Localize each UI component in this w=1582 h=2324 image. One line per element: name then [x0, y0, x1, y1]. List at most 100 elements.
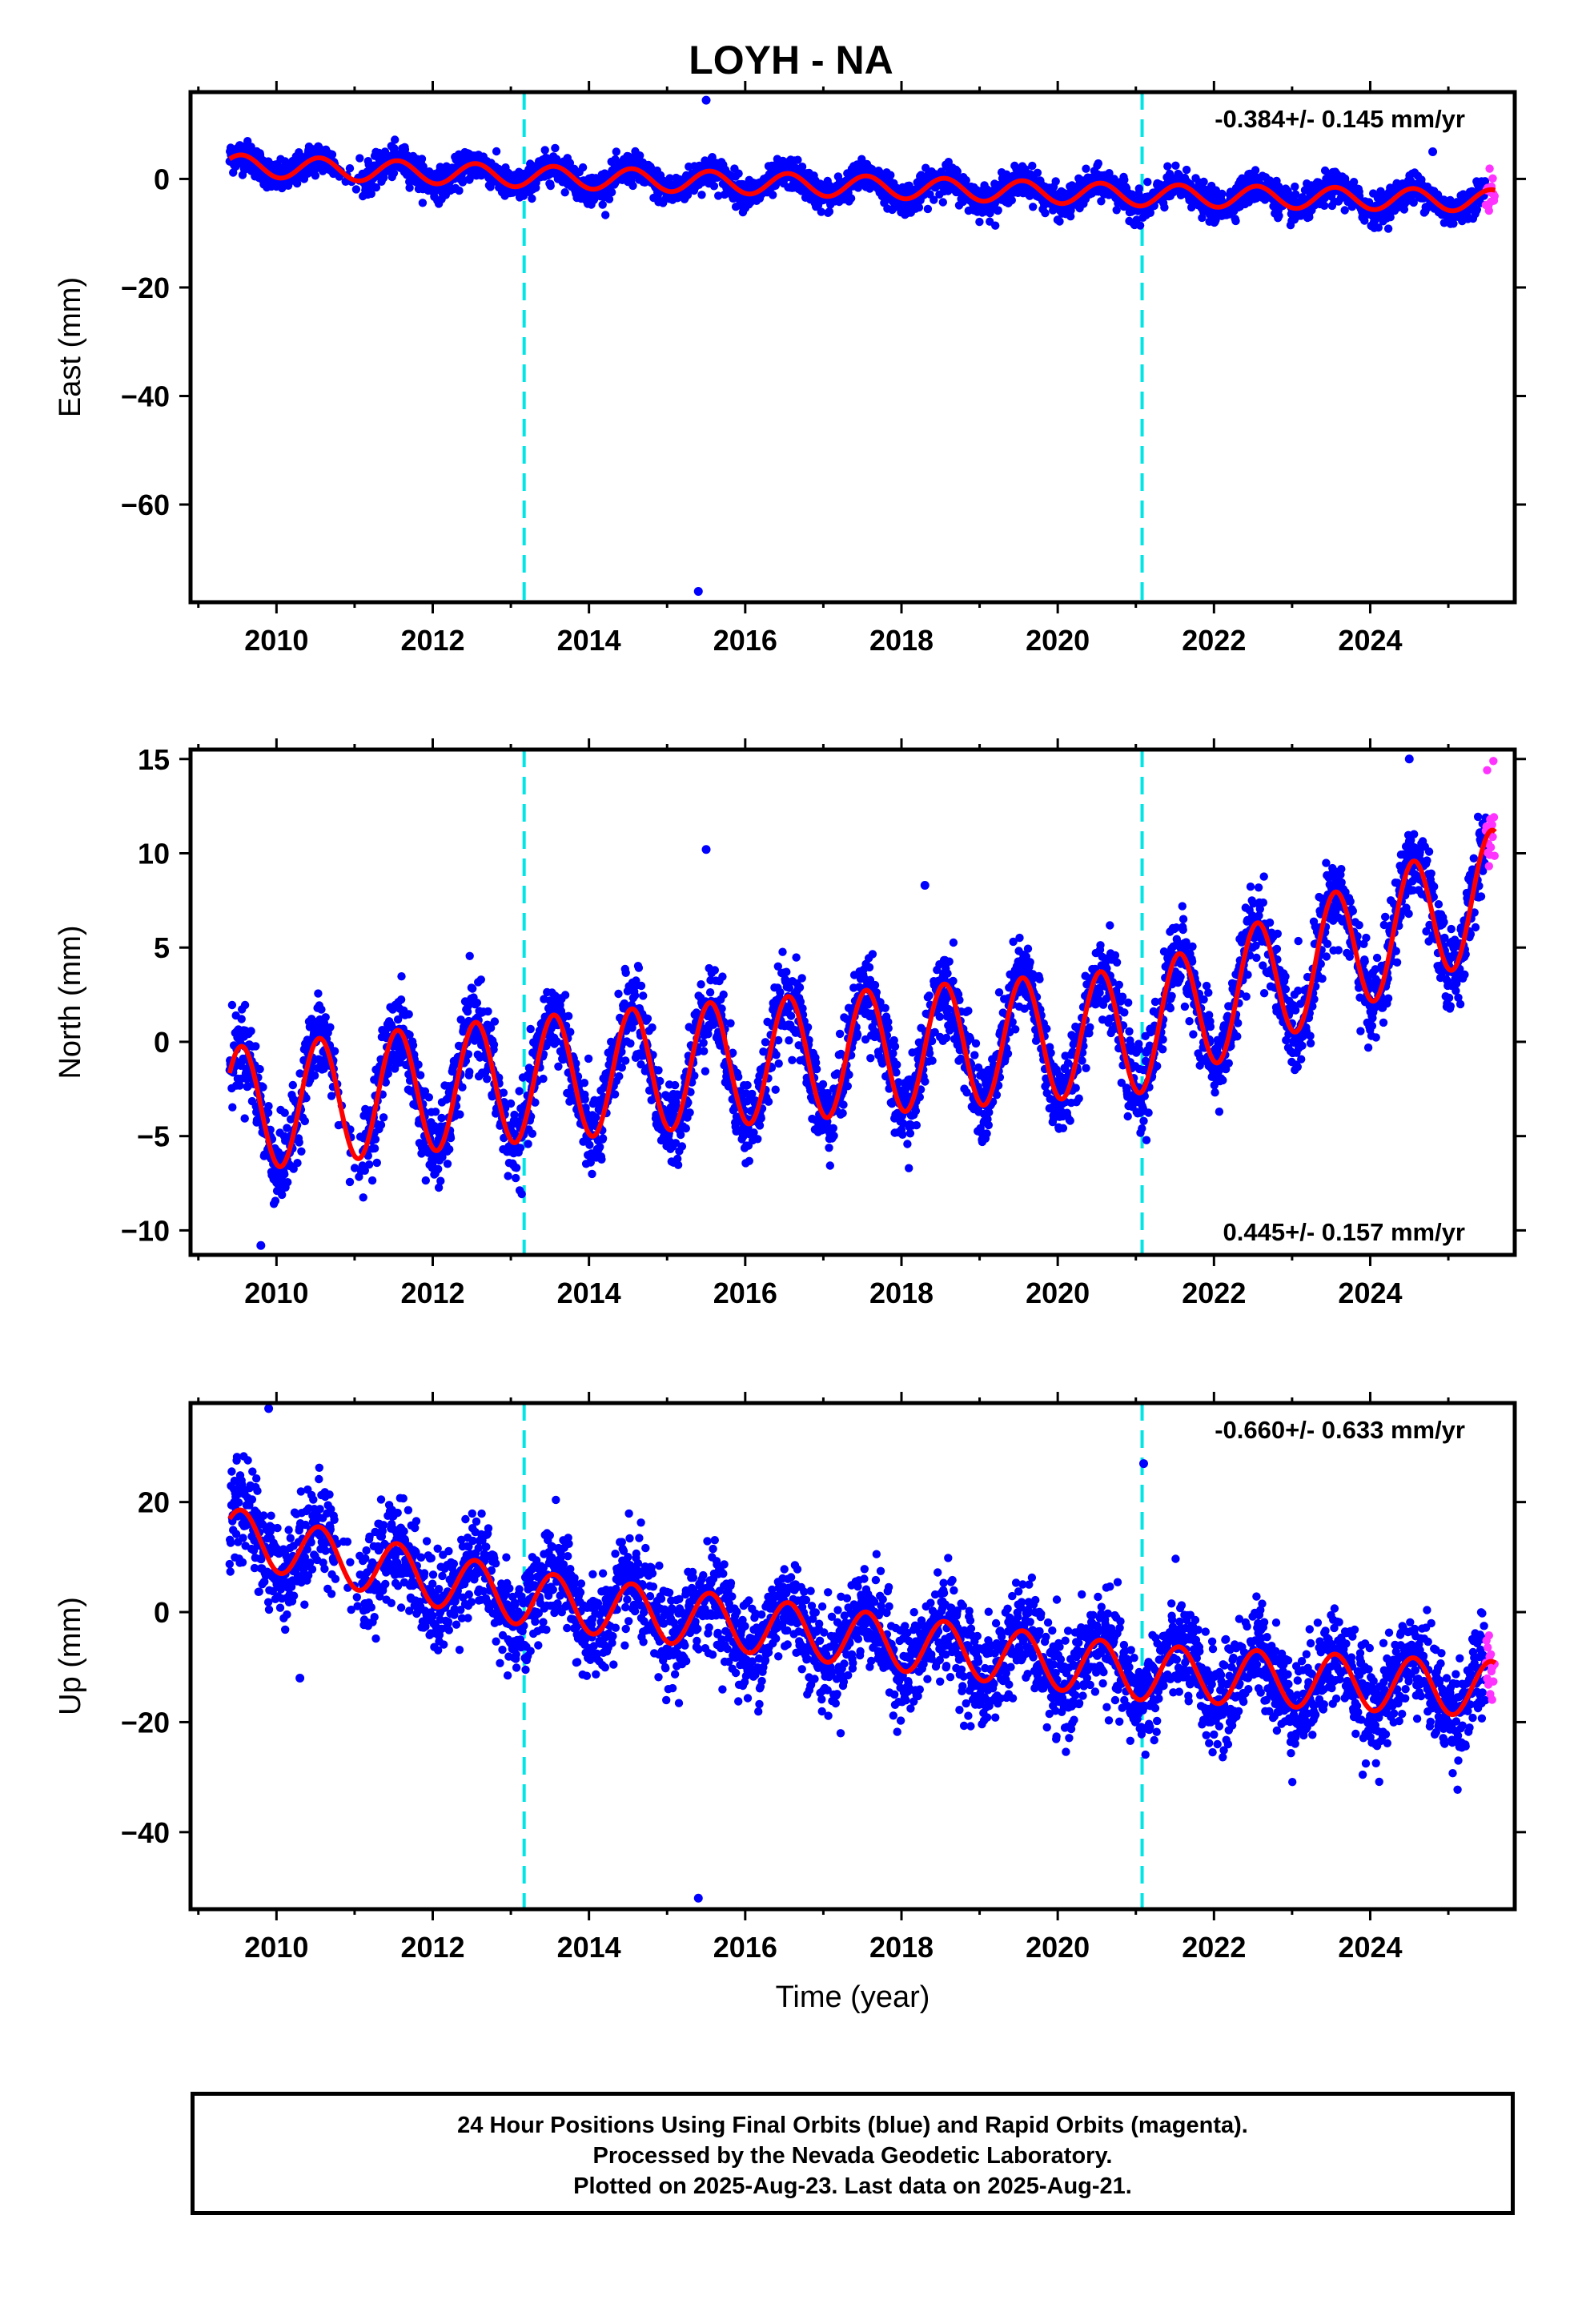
data-point [345, 164, 355, 173]
y-tick-label: 0 [154, 163, 170, 195]
data-point [327, 150, 337, 159]
data-point [930, 195, 938, 204]
data-point [673, 1160, 683, 1169]
data-point [648, 1023, 656, 1032]
data-point [1051, 177, 1060, 186]
data-point [359, 1193, 367, 1202]
data-point [414, 1060, 423, 1069]
data-point [1449, 219, 1458, 228]
plot-area-east [225, 92, 1500, 602]
data-point [683, 191, 693, 199]
data-point [578, 163, 588, 172]
data-point [367, 189, 375, 199]
data-point [621, 1056, 630, 1065]
data-point [297, 1147, 306, 1156]
outlier-point [693, 586, 703, 596]
data-point [456, 1110, 464, 1119]
data-point [455, 186, 464, 195]
data-point [539, 1074, 548, 1084]
data-point [1383, 224, 1393, 233]
data-point [677, 1130, 685, 1140]
data-point [436, 1176, 445, 1185]
data-point [465, 951, 474, 961]
data-point [614, 989, 623, 999]
data-point [560, 991, 570, 999]
data-point [709, 182, 719, 191]
data-point [705, 988, 715, 997]
data-point [598, 200, 607, 209]
data-point [300, 1116, 309, 1126]
data-point [458, 1083, 467, 1092]
data-point [345, 1177, 355, 1187]
data-point [280, 1108, 289, 1117]
data-point [636, 981, 646, 991]
data-point [512, 1164, 521, 1172]
x-tick-label: 2022 [1182, 624, 1246, 657]
data-point [699, 1039, 708, 1047]
data-point [484, 1007, 492, 1016]
data-point [396, 995, 406, 1004]
rate-annotation: -0.384+/- 0.145 mm/yr [1215, 105, 1465, 133]
data-point [506, 1099, 516, 1108]
data-point [612, 147, 620, 156]
data-point [416, 1071, 425, 1080]
data-point [598, 1134, 608, 1143]
data-point [793, 155, 802, 164]
data-point [379, 1113, 388, 1122]
data-point [701, 1067, 710, 1076]
x-tick-label: 2012 [400, 624, 464, 657]
data-point [560, 188, 569, 197]
data-point [295, 1138, 303, 1147]
data-point [1007, 195, 1017, 205]
data-point [551, 143, 560, 153]
data-point [1291, 182, 1299, 191]
data-point [953, 167, 962, 176]
data-point [483, 1075, 492, 1084]
rapid-data-point [1488, 174, 1497, 183]
data-point [1055, 217, 1064, 226]
data-point [639, 991, 648, 1000]
data-point [528, 1129, 537, 1138]
data-point [517, 1189, 526, 1199]
rapid-data-point [1490, 191, 1500, 201]
data-point [697, 980, 705, 989]
data-point [445, 1145, 454, 1154]
data-point [1028, 161, 1037, 171]
data-point [817, 207, 825, 216]
data-point [630, 991, 640, 1000]
data-point [962, 175, 970, 185]
data-point [923, 204, 933, 214]
data-point [604, 195, 614, 203]
data-point [938, 198, 948, 207]
data-point [1231, 216, 1240, 226]
data-point [240, 1114, 249, 1123]
data-point [424, 1093, 433, 1102]
data-point [431, 1108, 440, 1116]
data-point [1146, 208, 1155, 217]
data-point [391, 135, 400, 144]
data-point [443, 1160, 452, 1168]
data-point [580, 1095, 589, 1104]
data-point [1199, 177, 1208, 187]
data-point [504, 1172, 512, 1180]
data-point [718, 972, 727, 981]
data-point [797, 163, 807, 171]
data-point [351, 185, 361, 194]
data-point [317, 1005, 326, 1014]
data-point [519, 191, 528, 200]
data-point [418, 199, 428, 207]
data-point [240, 1000, 250, 1010]
data-point [597, 1155, 606, 1164]
data-point [458, 178, 468, 187]
data-point [311, 171, 320, 180]
data-point [1094, 159, 1103, 168]
data-point [280, 1170, 289, 1179]
data-point [372, 1158, 381, 1168]
data-point [376, 1120, 386, 1129]
data-point [580, 1079, 589, 1088]
data-point [601, 211, 610, 219]
data-point [1033, 168, 1042, 177]
data-point [516, 1144, 525, 1152]
x-tick-label: 2010 [244, 624, 308, 657]
data-point [421, 1176, 430, 1185]
